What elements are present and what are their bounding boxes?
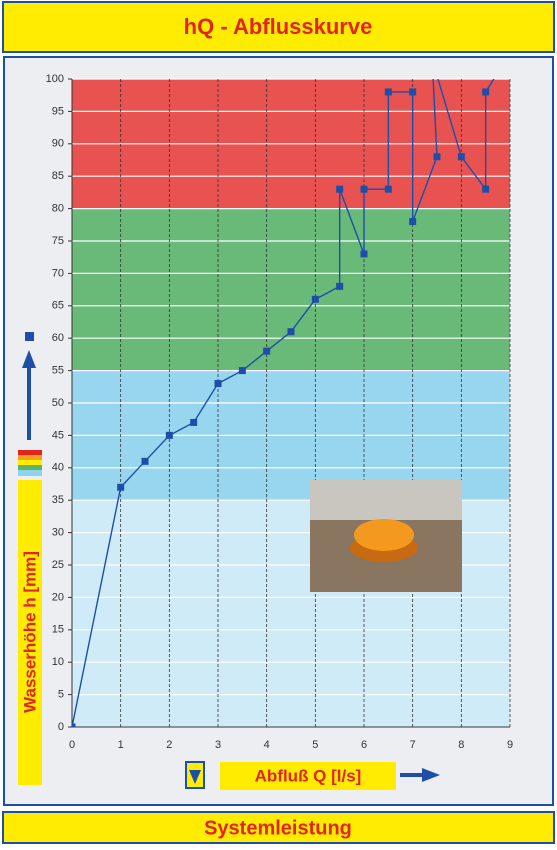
color-key-orange: [18, 455, 42, 460]
data-point: [482, 186, 489, 193]
data-point: [117, 484, 124, 491]
y-tick-label: 90: [52, 138, 64, 150]
x-tick-label: 4: [264, 739, 270, 751]
x-tick-label: 2: [166, 739, 172, 751]
data-point: [312, 296, 319, 303]
x-tick-label: 0: [69, 739, 75, 751]
data-point: [385, 186, 392, 193]
y-tick-label: 65: [52, 300, 64, 312]
color-key-red: [18, 450, 42, 455]
y-tick-label: 100: [46, 73, 64, 85]
data-point: [239, 367, 246, 374]
y-tick-label: 85: [52, 170, 64, 182]
x-tick-label: 7: [410, 739, 416, 751]
y-tick-label: 15: [52, 624, 64, 636]
data-point: [482, 88, 489, 95]
y-tick-label: 10: [52, 656, 64, 668]
plot-area: 0510152025303540455055606570758085909510…: [46, 50, 514, 751]
y-axis-label: Wasserhöhe h [mm]: [20, 551, 39, 713]
data-point: [263, 348, 270, 355]
data-point: [385, 88, 392, 95]
data-point: [458, 153, 465, 160]
x-tick-label: 9: [507, 739, 513, 751]
y-tick-label: 45: [52, 429, 64, 441]
data-point: [142, 458, 149, 465]
zone-band: [72, 209, 510, 371]
y-tick-label: 70: [52, 267, 64, 279]
chart-title: hQ - Abflusskurve: [184, 14, 373, 39]
photo-device-top: [354, 519, 414, 551]
data-point: [166, 432, 173, 439]
y-tick-label: 25: [52, 559, 64, 571]
data-point: [336, 283, 343, 290]
y-tick-label: 95: [52, 105, 64, 117]
color-key-blue: [18, 470, 42, 476]
y-tick-label: 80: [52, 203, 64, 215]
x-tick-label: 8: [458, 739, 464, 751]
y-tick-label: 55: [52, 365, 64, 377]
data-point: [409, 88, 416, 95]
data-point: [361, 250, 368, 257]
chart: hQ - Abflusskurve 0510152025303540455055…: [0, 0, 557, 845]
x-tick-label: 5: [312, 739, 318, 751]
data-point: [361, 186, 368, 193]
y-tick-label: 50: [52, 397, 64, 409]
x-tick-label: 6: [361, 739, 367, 751]
y-tick-label: 0: [58, 721, 64, 733]
x-tick-label: 1: [118, 739, 124, 751]
y-tick-label: 75: [52, 235, 64, 247]
color-key-yellow: [18, 460, 42, 465]
data-point: [190, 419, 197, 426]
photo-wall: [310, 480, 462, 520]
y-tick-label: 20: [52, 591, 64, 603]
y-tick-label: 60: [52, 332, 64, 344]
data-point: [336, 186, 343, 193]
data-point: [434, 153, 441, 160]
y-tick-label: 5: [58, 689, 64, 701]
data-point: [215, 380, 222, 387]
color-key-green: [18, 465, 42, 470]
x-axis-label: Abfluß Q [l/s]: [255, 766, 362, 785]
y-tick-label: 30: [52, 527, 64, 539]
y-tick-label: 35: [52, 494, 64, 506]
x-tick-label: 3: [215, 739, 221, 751]
y-tick-label: 40: [52, 462, 64, 474]
data-point: [288, 328, 295, 335]
footer-title: Systemleistung: [204, 817, 352, 839]
data-point: [409, 218, 416, 225]
legend-marker-icon: [25, 332, 34, 341]
